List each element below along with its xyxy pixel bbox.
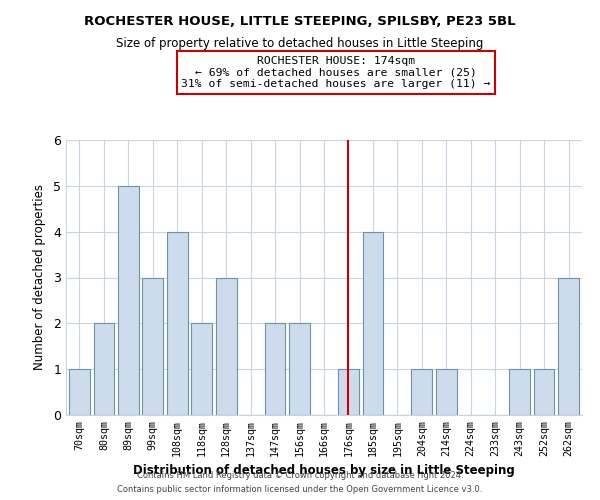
Bar — [69, 369, 90, 415]
Bar — [191, 324, 212, 415]
Text: Contains HM Land Registry data © Crown copyright and database right 2024.
Contai: Contains HM Land Registry data © Crown c… — [118, 472, 482, 494]
Bar — [558, 278, 579, 415]
Bar — [94, 324, 114, 415]
Bar — [142, 278, 163, 415]
Bar — [436, 369, 457, 415]
Y-axis label: Number of detached properties: Number of detached properties — [33, 184, 46, 370]
Bar — [118, 186, 139, 415]
Text: ROCHESTER HOUSE: 174sqm
← 69% of detached houses are smaller (25)
31% of semi-de: ROCHESTER HOUSE: 174sqm ← 69% of detache… — [181, 56, 491, 89]
Bar — [167, 232, 188, 415]
Bar — [412, 369, 432, 415]
Bar — [216, 278, 236, 415]
Text: Size of property relative to detached houses in Little Steeping: Size of property relative to detached ho… — [116, 38, 484, 51]
Bar — [534, 369, 554, 415]
Bar — [265, 324, 286, 415]
Bar — [338, 369, 359, 415]
Bar — [289, 324, 310, 415]
Bar — [362, 232, 383, 415]
X-axis label: Distribution of detached houses by size in Little Steeping: Distribution of detached houses by size … — [133, 464, 515, 477]
Bar — [509, 369, 530, 415]
Text: ROCHESTER HOUSE, LITTLE STEEPING, SPILSBY, PE23 5BL: ROCHESTER HOUSE, LITTLE STEEPING, SPILSB… — [84, 15, 516, 28]
